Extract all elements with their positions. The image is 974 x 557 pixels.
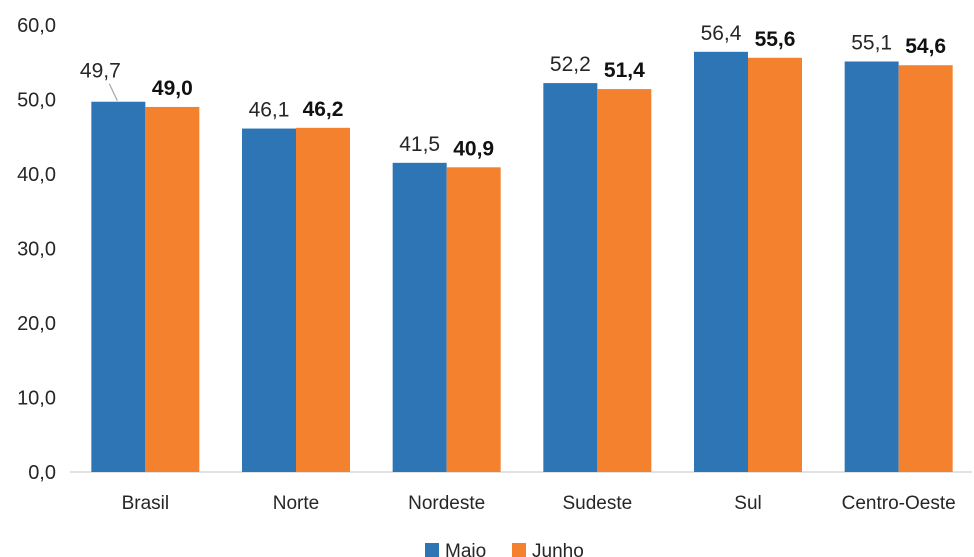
data-label-maio: 55,1 [851,32,892,55]
legend-swatch-junho [512,543,526,557]
bar-maio [844,61,899,472]
data-label-maio: 49,7 [80,60,121,83]
y-tick-label: 0,0 [28,462,56,484]
bar-junho [145,106,200,472]
bar-junho [748,57,802,472]
y-tick-label: 60,0 [17,15,56,37]
bar-junho [898,65,953,472]
data-label-leader [108,83,118,101]
data-label-junho: 55,6 [755,28,796,51]
legend-label-maio: Maio [445,541,486,557]
x-tick-label: Brasil [122,493,170,514]
data-label-maio: 41,5 [399,133,440,156]
x-tick-label: Norte [273,493,319,514]
bar-junho [597,89,652,472]
bar-maio [694,51,748,472]
bar-junho [446,167,501,473]
x-tick-label: Nordeste [408,493,485,514]
data-label-junho: 49,0 [152,77,193,100]
y-tick-label: 20,0 [17,313,56,335]
data-label-maio: 46,1 [249,99,290,122]
legend-swatch-maio [425,543,439,557]
y-tick-label: 30,0 [17,239,56,261]
bar-maio [392,162,447,472]
bar-maio [543,83,598,473]
y-tick-label: 10,0 [17,388,56,410]
bar-junho [296,127,350,472]
data-label-junho: 54,6 [905,35,946,58]
data-label-junho: 40,9 [453,137,494,160]
x-tick-label: Sudeste [562,493,632,514]
y-tick-label: 40,0 [17,164,56,186]
data-label-junho: 46,2 [303,98,344,121]
data-label-maio: 56,4 [701,22,742,45]
legend-label-junho: Junho [532,541,584,557]
data-label-junho: 51,4 [604,59,645,82]
bar-maio [91,101,146,473]
bar-maio [242,128,296,472]
y-tick-label: 50,0 [17,90,56,112]
data-label-maio: 52,2 [550,53,591,76]
x-tick-label: Centro-Oeste [842,493,956,514]
x-tick-label: Sul [734,493,761,514]
